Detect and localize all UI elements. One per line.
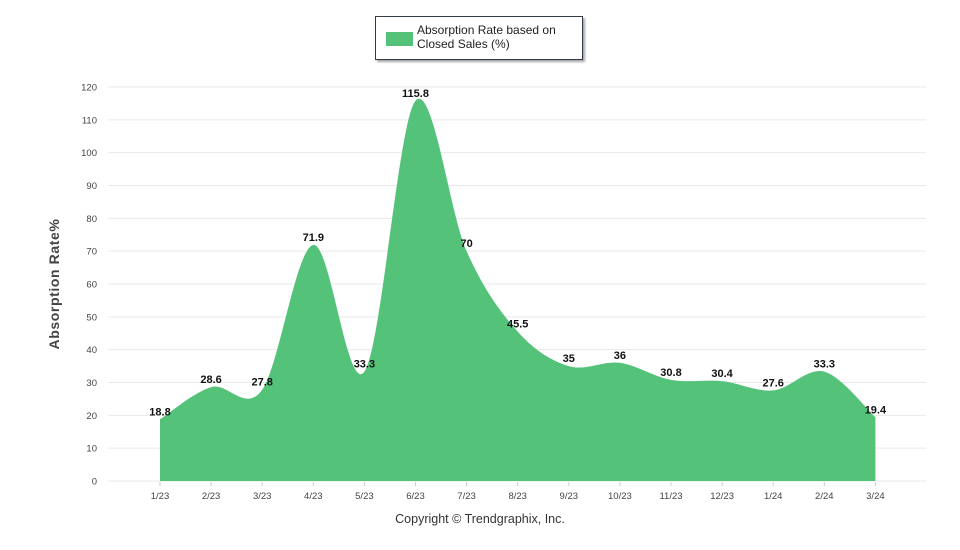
x-tick-label: 8/23 (508, 491, 527, 502)
area-fill (160, 98, 876, 482)
x-tick-label: 2/24 (815, 491, 834, 502)
y-tick-label: 50 (86, 312, 97, 323)
y-tick-label: 90 (86, 181, 97, 192)
y-tick-label: 80 (86, 214, 97, 225)
legend-label: Absorption Rate based on Closed Sales (%… (417, 23, 556, 51)
x-tick-label: 11/23 (659, 491, 682, 502)
x-tick-label: 9/23 (560, 491, 579, 502)
data-label: 28.6 (200, 374, 221, 386)
data-label: 35 (563, 353, 575, 365)
x-tick-label: 4/23 (304, 491, 323, 502)
x-tick-label: 10/23 (608, 491, 632, 502)
legend: Absorption Rate based on Closed Sales (%… (375, 16, 583, 60)
y-tick-label: 20 (86, 411, 97, 422)
data-label: 36 (614, 350, 626, 362)
y-tick-label: 100 (81, 148, 97, 159)
x-tick-label: 6/23 (406, 491, 425, 502)
x-tick-label: 12/23 (710, 491, 734, 502)
y-tick-label: 110 (82, 115, 97, 126)
x-tick-label: 1/23 (151, 491, 170, 502)
data-label: 30.4 (711, 368, 733, 380)
data-labels: 18.8 28.6 27.8 71.9 33.3 115.8 70 45.5 35 36 30.8 3… (149, 88, 887, 418)
x-tick-label: 1/24 (764, 491, 783, 502)
data-label: 115.8 (402, 88, 429, 100)
x-tick-label: 5/23 (355, 491, 374, 502)
data-label: 33.3 (354, 359, 375, 371)
data-label: 18.8 (149, 406, 170, 418)
data-label: 27.6 (762, 377, 783, 389)
data-label: 30.8 (660, 367, 681, 379)
data-label: 27.8 (251, 377, 272, 389)
data-label: 19.4 (865, 404, 887, 416)
y-tick-label: 70 (86, 247, 97, 258)
y-axis-title: Absorption Rate% (46, 219, 62, 350)
y-axis: 0 10 20 30 40 50 60 70 80 90 100 110 120 (81, 83, 97, 488)
y-tick-label: 60 (86, 280, 97, 291)
data-label: 71.9 (303, 232, 324, 244)
y-tick-label: 120 (81, 83, 97, 94)
data-label: 45.5 (507, 319, 528, 331)
y-tick-label: 40 (86, 345, 97, 356)
data-label: 70 (460, 238, 472, 250)
x-tick-label: 2/23 (202, 491, 221, 502)
data-label: 33.3 (814, 359, 835, 371)
x-tick-label: 3/24 (866, 491, 885, 502)
x-tick-label: 3/23 (253, 491, 272, 502)
y-tick-label: 0 (92, 477, 97, 488)
y-tick-label: 10 (86, 444, 97, 455)
copyright-text: Copyright © Trendgraphix, Inc. (395, 512, 565, 526)
area-series (160, 98, 876, 482)
legend-swatch (386, 32, 413, 46)
x-axis: 1/23 2/23 3/23 4/23 5/23 6/23 7/23 8/23 9/23 10/2… (151, 482, 885, 502)
x-tick-label: 7/23 (457, 491, 476, 502)
y-tick-label: 30 (86, 378, 97, 389)
